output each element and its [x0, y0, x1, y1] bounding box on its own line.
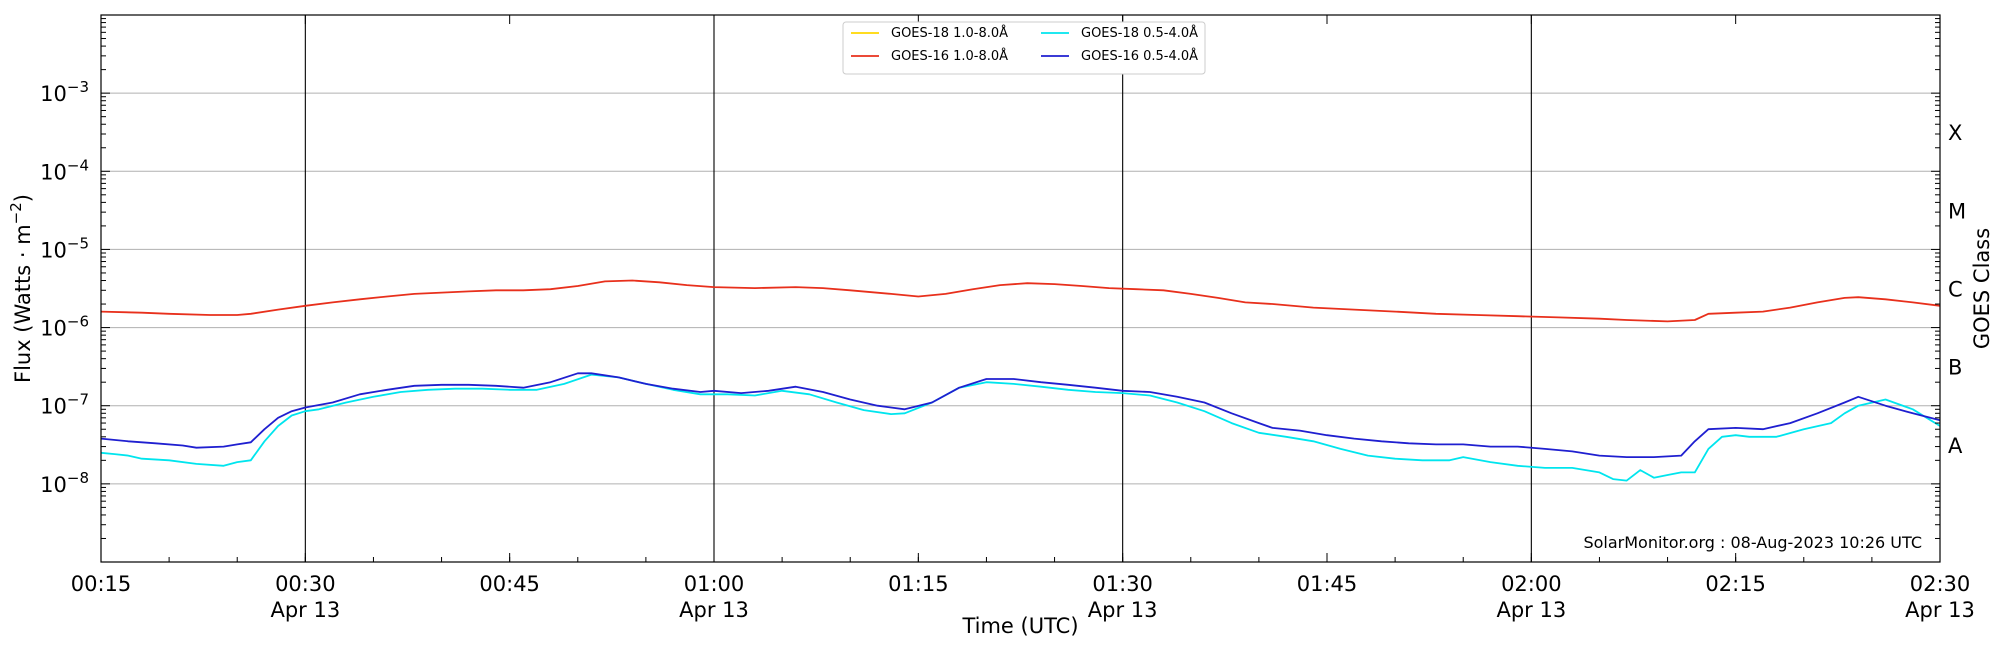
x-tick-label: 01:45	[1297, 572, 1358, 596]
x-tick-date-label: Apr 13	[679, 598, 749, 622]
x-tick-label: 01:00	[684, 572, 745, 596]
y-tick-labels: 10−810−710−610−510−410−3	[40, 78, 89, 497]
legend-entry: GOES-18 1.0-8.0Å	[891, 25, 1008, 41]
y-tick-label: 10−8	[40, 469, 89, 497]
x-tick-date-label: Apr 13	[1496, 598, 1566, 622]
goes-class-labels: A B C M X	[1948, 121, 1966, 458]
legend-entry: GOES-16 1.0-8.0Å	[891, 48, 1008, 64]
series-line-3	[100, 372, 1941, 459]
ticks	[100, 15, 1941, 563]
goes-class-label: A	[1948, 434, 1963, 458]
plot-frame	[100, 14, 1941, 563]
x-tick-date-label: Apr 13	[1088, 598, 1158, 622]
goes-class-label: X	[1948, 121, 1962, 145]
x-tick-label: 01:15	[888, 572, 949, 596]
x-tick-date-label: Apr 13	[1905, 598, 1975, 622]
y-tick-exponent: −8	[67, 469, 89, 487]
series-line-2	[100, 373, 1941, 482]
legend-entry: GOES-16 0.5-4.0Å	[1081, 48, 1198, 64]
x-tick-date-label: Apr 13	[270, 598, 340, 622]
goes-class-label: B	[1948, 356, 1962, 380]
series-layer	[100, 279, 1941, 482]
legend-entry: GOES-18 0.5-4.0Å	[1081, 25, 1198, 41]
y-tick-exponent: −7	[67, 391, 89, 409]
y-axis-title-close: )	[11, 194, 35, 202]
x-tick-label: 02:30	[1910, 572, 1971, 596]
credit-annotation: SolarMonitor.org : 08-Aug-2023 10:26 UTC	[1583, 533, 1922, 552]
y-axis-title-main: Flux (Watts · m	[11, 224, 35, 383]
y-tick-exponent: −4	[67, 156, 89, 174]
y-tick-mantissa: 10	[40, 317, 67, 341]
x-axis-title: Time (UTC)	[961, 614, 1078, 638]
y-tick-mantissa: 10	[40, 395, 67, 419]
y-axis-title: Flux (Watts · m−2)	[7, 194, 35, 383]
legend: GOES-18 1.0-8.0Å GOES-16 1.0-8.0Å GOES-18 …	[842, 21, 1206, 75]
y-axis-title-exponent: −2	[7, 202, 25, 224]
x-tick-label: 02:15	[1705, 572, 1766, 596]
y-tick-label: 10−4	[40, 156, 89, 184]
grid	[101, 92, 1940, 485]
y-tick-mantissa: 10	[40, 82, 67, 106]
y-tick-mantissa: 10	[40, 473, 67, 497]
legend-box	[842, 21, 1206, 75]
y-tick-exponent: −3	[67, 78, 89, 96]
x-tick-label: 00:45	[479, 572, 540, 596]
x-tick-label: 00:15	[71, 572, 132, 596]
goes-class-axis-title: GOES Class	[1970, 228, 1994, 349]
x-tick-label: 02:00	[1501, 572, 1562, 596]
y-tick-label: 10−3	[40, 78, 89, 106]
x-tick-label: 01:30	[1092, 572, 1153, 596]
y-tick-label: 10−5	[40, 234, 89, 262]
y-tick-mantissa: 10	[40, 238, 67, 262]
series-line-1	[100, 279, 1941, 323]
goes-class-label: C	[1948, 278, 1963, 302]
y-tick-label: 10−6	[40, 313, 89, 341]
vertical-hour-lines	[304, 15, 1532, 562]
y-tick-exponent: −6	[67, 313, 89, 331]
goes-class-label: M	[1948, 199, 1966, 223]
x-tick-label: 00:30	[275, 572, 336, 596]
y-tick-mantissa: 10	[40, 160, 67, 184]
y-tick-exponent: −5	[67, 234, 89, 252]
y-tick-label: 10−7	[40, 391, 89, 419]
